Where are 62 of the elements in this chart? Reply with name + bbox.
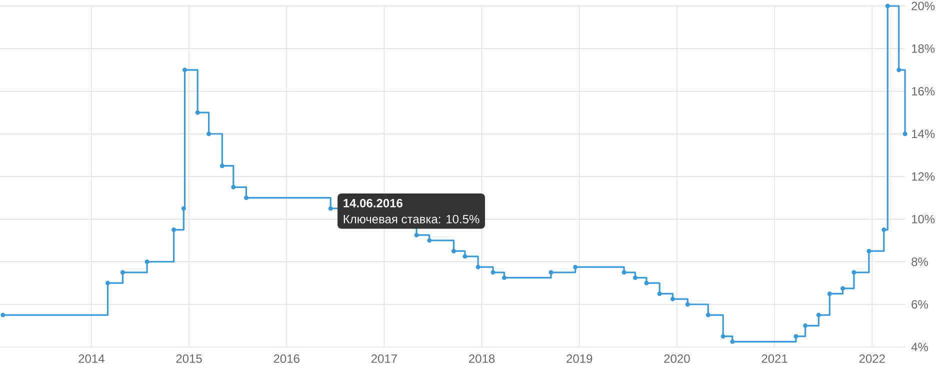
point xyxy=(794,334,798,339)
point xyxy=(231,184,236,190)
y-tick-label: 4% xyxy=(911,342,928,352)
point xyxy=(548,270,554,275)
y-tick-label: 14% xyxy=(912,130,935,138)
point xyxy=(182,68,188,72)
point xyxy=(195,110,200,115)
y-tick-label: 10% xyxy=(912,214,935,224)
point xyxy=(502,275,507,280)
point xyxy=(206,132,212,136)
point xyxy=(0,312,6,318)
point xyxy=(706,312,710,318)
point xyxy=(244,196,249,200)
annotation: Ключевая ставка: 10.5% xyxy=(344,214,480,224)
x-tick-label: 2014 xyxy=(78,354,104,363)
point xyxy=(816,312,821,318)
y-tick-label: 20% xyxy=(912,2,935,10)
point xyxy=(827,291,832,296)
point xyxy=(644,280,649,286)
y-tick-label: 16% xyxy=(912,86,935,96)
point xyxy=(172,228,176,232)
point xyxy=(622,270,626,275)
y-tick-label: 18% xyxy=(912,44,935,53)
point xyxy=(730,339,735,344)
point xyxy=(427,238,432,243)
point xyxy=(803,323,808,328)
point xyxy=(451,248,456,254)
point xyxy=(885,4,890,8)
x-tick-label: 2015 xyxy=(176,354,202,363)
x-tick-label: 2016 xyxy=(274,354,300,363)
point xyxy=(685,302,690,307)
point xyxy=(896,68,902,72)
point xyxy=(490,270,496,275)
point xyxy=(902,132,908,136)
point xyxy=(181,206,186,211)
point xyxy=(840,286,845,291)
point xyxy=(720,334,726,339)
annotation: 14.06.2016 xyxy=(344,198,402,208)
y-tick-label: 12% xyxy=(912,172,935,181)
x-tick-label: 2021 xyxy=(762,354,788,363)
x-tick-label: 2022 xyxy=(859,354,885,363)
point xyxy=(105,280,110,286)
point xyxy=(657,291,662,296)
x-tick-label: 2017 xyxy=(371,354,397,363)
y-tick-label: 6% xyxy=(912,300,928,309)
point xyxy=(866,248,872,254)
point xyxy=(670,296,675,302)
point xyxy=(220,164,224,168)
y-tick-label: 8% xyxy=(912,257,928,266)
point xyxy=(462,254,468,259)
x-tick-label: 2019 xyxy=(566,354,592,363)
point xyxy=(328,206,333,211)
point xyxy=(882,228,886,232)
point xyxy=(632,275,638,280)
point xyxy=(573,264,578,270)
x-tick-label: 2018 xyxy=(469,354,495,363)
point xyxy=(414,232,419,238)
point xyxy=(120,270,125,275)
point xyxy=(144,259,150,264)
point xyxy=(852,270,856,275)
point xyxy=(476,264,480,270)
x-tick-label: 2020 xyxy=(664,354,690,363)
